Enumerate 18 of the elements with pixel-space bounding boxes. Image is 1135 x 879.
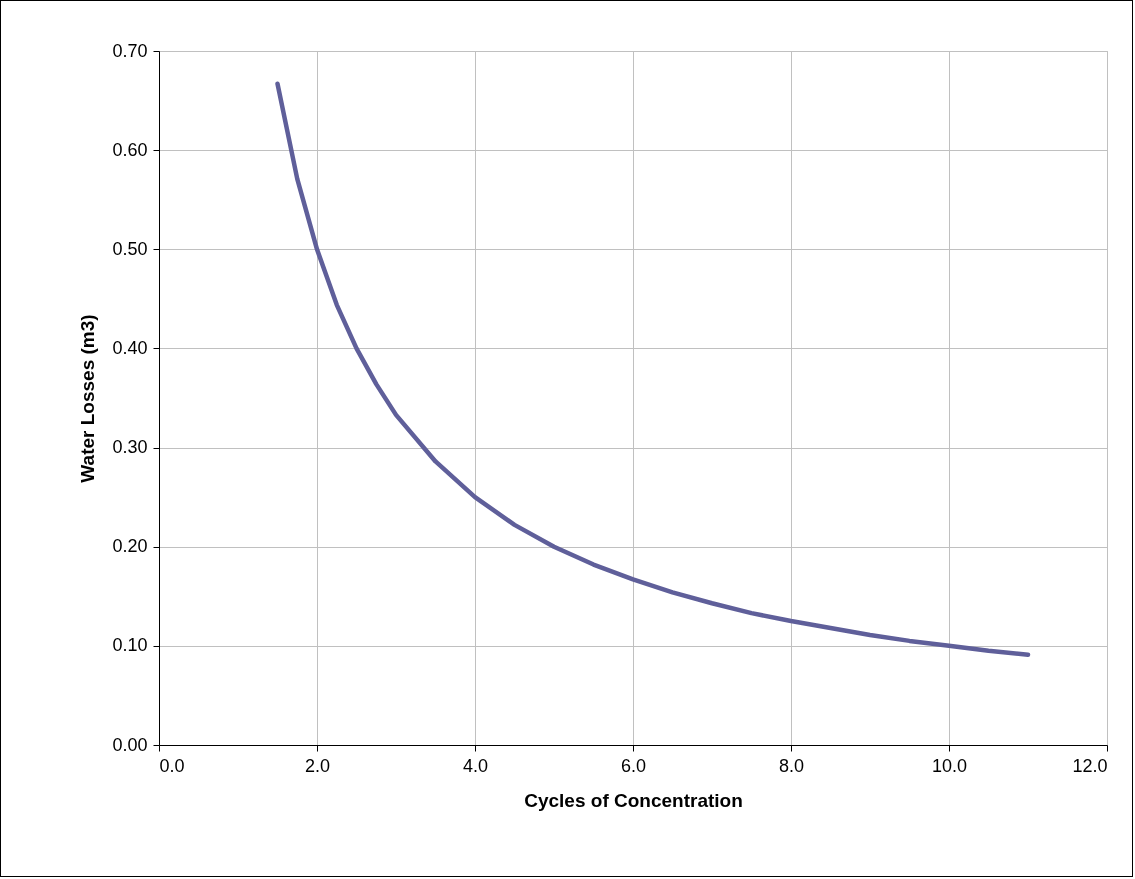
x-axis-title: Cycles of Concentration	[524, 789, 743, 811]
y-tick-label: 0.70	[112, 40, 148, 61]
y-tick-label: 0.60	[112, 139, 148, 160]
y-tick-label: 0.40	[112, 337, 148, 358]
y-tick-label: 0.20	[112, 536, 148, 557]
y-tick-label: 0.50	[112, 238, 148, 259]
x-tick-label: 8.0	[778, 755, 805, 776]
x-tick-label: 2.0	[304, 755, 331, 776]
y-tick-label: 0.10	[112, 635, 148, 656]
x-tick-label: 12.0	[1072, 755, 1108, 776]
y-tick-label: 0.00	[112, 734, 148, 755]
x-tick-label: 6.0	[620, 755, 647, 776]
x-tick-label: 10.0	[931, 755, 968, 776]
x-tick-label: 4.0	[462, 755, 489, 776]
x-tick-label: 0.0	[159, 755, 185, 776]
y-axis-title: Water Losses (m3)	[77, 314, 99, 483]
line-series	[275, 81, 1031, 658]
y-tick-label: 0.30	[112, 437, 148, 458]
